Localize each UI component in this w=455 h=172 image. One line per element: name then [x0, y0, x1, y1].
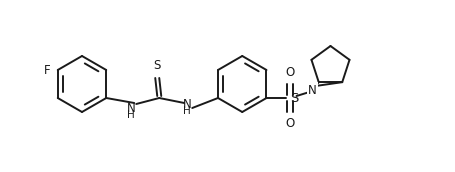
- Text: N: N: [182, 98, 191, 110]
- Text: O: O: [285, 117, 294, 130]
- Text: F: F: [44, 63, 51, 77]
- Text: H: H: [127, 110, 135, 120]
- Text: O: O: [285, 66, 294, 79]
- Text: S: S: [290, 92, 298, 105]
- Text: H: H: [183, 106, 191, 116]
- Text: N: N: [308, 83, 316, 96]
- Text: S: S: [153, 59, 161, 72]
- Text: N: N: [308, 83, 316, 96]
- Text: N: N: [126, 101, 135, 115]
